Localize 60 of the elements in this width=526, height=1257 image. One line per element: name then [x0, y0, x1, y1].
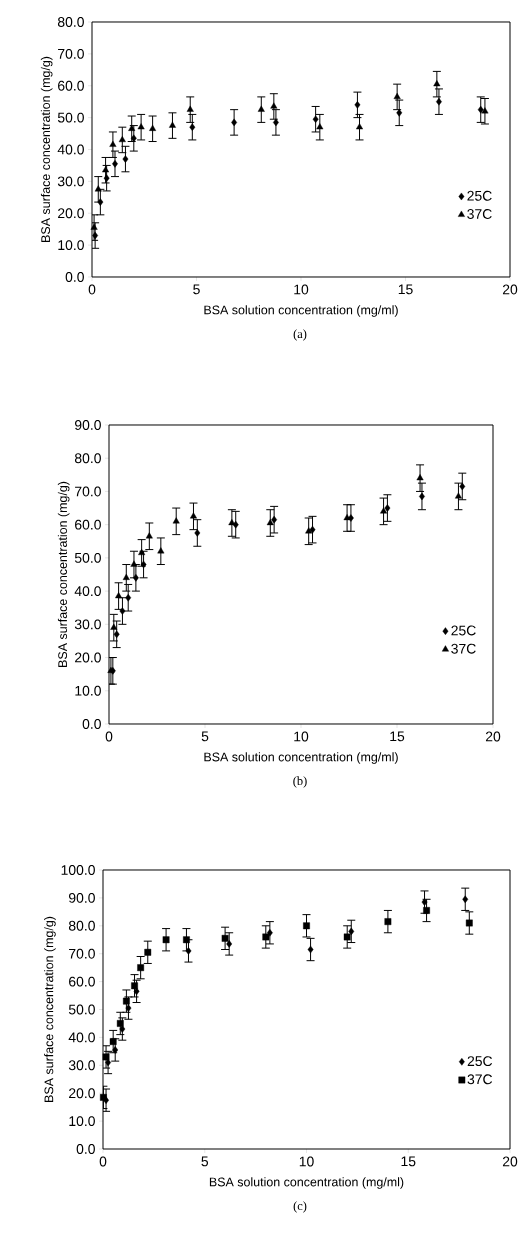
y-tick-label: 50.0 — [74, 552, 101, 563]
legend-label: 25C — [467, 1056, 493, 1067]
x-tick-label: 10 — [294, 731, 309, 742]
y-tick-label: 100.0 — [61, 865, 95, 875]
y-tick-label: 30.0 — [68, 1060, 95, 1071]
legend-label: 37C — [467, 1074, 493, 1085]
x-tick-label: 15 — [398, 284, 413, 295]
legend-label: 37C — [451, 643, 476, 654]
y-axis-title: BSA surface concentration (mg/g) — [44, 916, 56, 1102]
x-tick-label: 5 — [201, 731, 209, 742]
legend-label: 25C — [467, 190, 492, 201]
x-axis-title: BSA solution concentration (mg/ml) — [204, 305, 398, 317]
x-axis-title: BSA solution concentration (mg/ml) — [209, 1177, 404, 1189]
y-tick-label: 20.0 — [75, 652, 101, 663]
y-tick-label: 80.0 — [68, 920, 95, 931]
x-tick-label: 15 — [401, 1156, 416, 1167]
y-tick-label: 60.0 — [69, 976, 95, 987]
y-tick-label: 10.0 — [69, 1116, 95, 1127]
x-tick-label: 20 — [502, 284, 518, 295]
y-tick-label: 0.0 — [65, 272, 84, 282]
y-tick-label: 40.0 — [68, 1032, 95, 1043]
y-tick-label: 70.0 — [58, 48, 84, 59]
x-tick-label: 5 — [201, 1156, 209, 1167]
y-tick-label: 30.0 — [74, 619, 101, 630]
y-axis-title: BSA surface concentration (mg/g) — [40, 56, 53, 242]
x-tick-label: 0 — [88, 284, 96, 295]
y-tick-label: 80.0 — [74, 453, 101, 464]
y-tick-label: 20.0 — [58, 208, 84, 219]
x-tick-label: 5 — [193, 284, 200, 295]
y-tick-label: 0.0 — [76, 1144, 95, 1154]
y-tick-label: 90.0 — [74, 420, 101, 430]
y-tick-label: 20.0 — [69, 1088, 95, 1099]
x-axis-title: BSA solution concentration (mg/ml) — [204, 752, 398, 764]
y-tick-label: 10.0 — [75, 685, 101, 696]
y-tick-label: 30.0 — [57, 176, 84, 187]
x-tick-label: 20 — [502, 1156, 518, 1167]
y-tick-label: 60.0 — [75, 519, 101, 530]
x-tick-label: 20 — [485, 731, 501, 742]
legend-label: 25C — [451, 625, 476, 636]
legend-label: 37C — [467, 209, 492, 219]
y-tick-label: 40.0 — [74, 586, 101, 597]
y-tick-label: 60.0 — [58, 80, 84, 91]
text: (a) — [293, 329, 307, 341]
text: (c) — [293, 1201, 307, 1213]
x-tick-label: 15 — [390, 731, 405, 742]
text: (b) — [293, 776, 307, 788]
y-tick-label: 80.0 — [57, 17, 84, 27]
y-tick-label: 50.0 — [68, 1004, 95, 1015]
x-tick-label: 0 — [105, 731, 113, 742]
y-tick-label: 70.0 — [75, 486, 101, 497]
y-tick-label: 90.0 — [68, 892, 95, 903]
x-tick-label: 10 — [294, 284, 309, 295]
y-tick-label: 0.0 — [82, 719, 101, 729]
x-tick-label: 0 — [99, 1156, 107, 1167]
y-axis-title: BSA surface concentration (mg/g) — [57, 481, 70, 667]
y-tick-label: 70.0 — [69, 948, 95, 959]
x-tick-label: 10 — [299, 1156, 314, 1167]
y-tick-label: 10.0 — [58, 240, 84, 251]
y-tick-label: 50.0 — [57, 112, 84, 123]
y-tick-label: 40.0 — [57, 144, 84, 155]
